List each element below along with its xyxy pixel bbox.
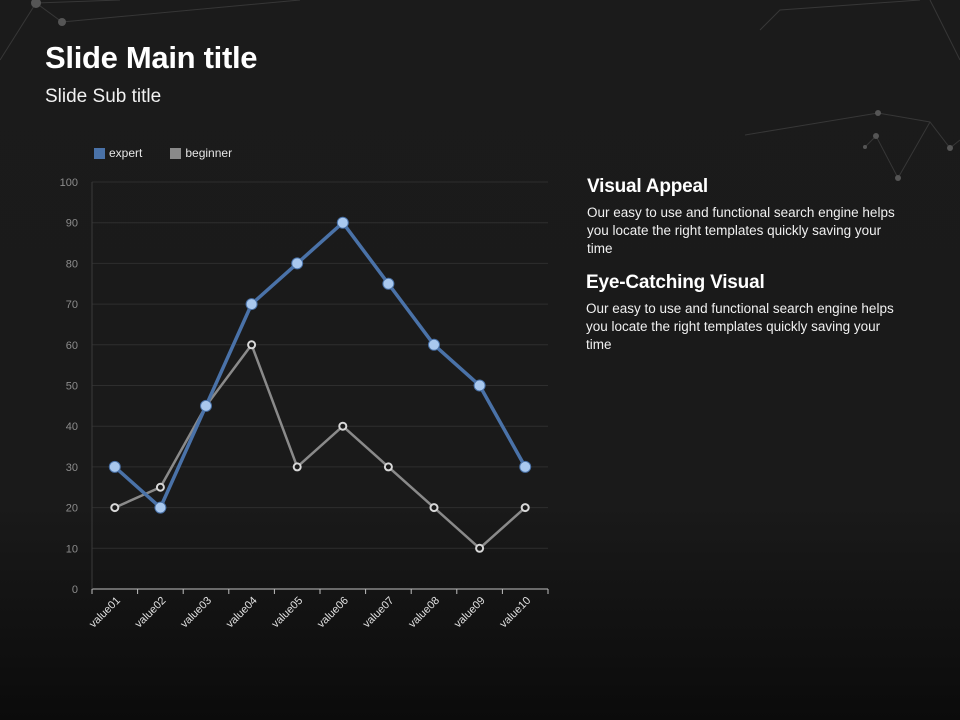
y-tick-label: 40: [66, 421, 78, 433]
y-tick-label: 70: [66, 299, 78, 311]
data-point-expert: [428, 338, 440, 351]
x-tick-label: value10: [498, 595, 534, 631]
data-point-beginner: [292, 462, 302, 472]
content-heading-1: Visual Appeal: [587, 176, 708, 197]
y-tick-label: 20: [66, 503, 78, 515]
x-tick-label: value02: [133, 595, 169, 631]
data-point-expert: [245, 298, 258, 311]
x-tick-label: value04: [224, 595, 260, 631]
y-tick-label: 10: [66, 543, 78, 555]
data-point-expert: [336, 216, 349, 229]
legend-item-beginner: beginner: [170, 146, 232, 160]
y-tick-label: 100: [60, 177, 78, 189]
data-point-expert: [154, 501, 167, 514]
data-point-beginner: [155, 482, 165, 492]
x-tick-label: value01: [87, 595, 123, 631]
data-point-beginner: [247, 340, 257, 350]
x-tick-label: value08: [406, 595, 442, 631]
x-tick-label: value06: [315, 595, 351, 631]
data-point-beginner: [110, 503, 120, 513]
series-line-beginner: [114, 343, 527, 550]
page-subtitle: Slide Sub title: [45, 86, 162, 107]
y-tick-label: 80: [66, 258, 78, 270]
legend-label-expert: expert: [109, 146, 143, 160]
chart-legend: expert beginner: [94, 146, 232, 160]
y-tick-label: 60: [66, 340, 78, 352]
data-point-beginner: [429, 503, 439, 513]
data-point-beginner: [383, 462, 393, 472]
x-tick-label: value07: [361, 595, 397, 631]
data-point-expert: [382, 277, 395, 290]
y-tick-label: 90: [66, 218, 78, 230]
x-tick-label: value09: [452, 595, 488, 631]
series-line-expert: [113, 220, 527, 510]
content-heading-2: Eye-Catching Visual: [586, 272, 765, 293]
data-point-expert: [108, 460, 121, 473]
y-tick-label: 30: [66, 462, 78, 474]
data-point-expert: [200, 399, 212, 412]
data-point-expert: [519, 460, 532, 473]
y-tick-label: 0: [72, 584, 78, 596]
content-block-1: Visual Appeal Our easy to use and functi…: [587, 176, 897, 258]
data-point-beginner: [520, 503, 530, 513]
y-tick-label: 50: [66, 381, 78, 393]
content-body-2: Our easy to use and functional search en…: [586, 301, 894, 352]
data-point-expert: [291, 257, 304, 270]
legend-swatch-expert: [94, 147, 105, 159]
page-title: Slide Main title: [45, 40, 258, 75]
legend-item-expert: expert: [94, 146, 142, 160]
x-tick-label: value05: [270, 595, 306, 631]
legend-label-beginner: beginner: [185, 146, 233, 160]
x-tick-label: value03: [178, 595, 214, 631]
legend-swatch-beginner: [170, 147, 182, 159]
content-block-2: Eye-Catching Visual Our easy to use and …: [586, 272, 896, 354]
content-body-1: Our easy to use and functional search en…: [587, 205, 895, 256]
data-point-beginner: [475, 543, 485, 553]
data-point-beginner: [338, 421, 348, 431]
data-point-expert: [473, 379, 486, 392]
